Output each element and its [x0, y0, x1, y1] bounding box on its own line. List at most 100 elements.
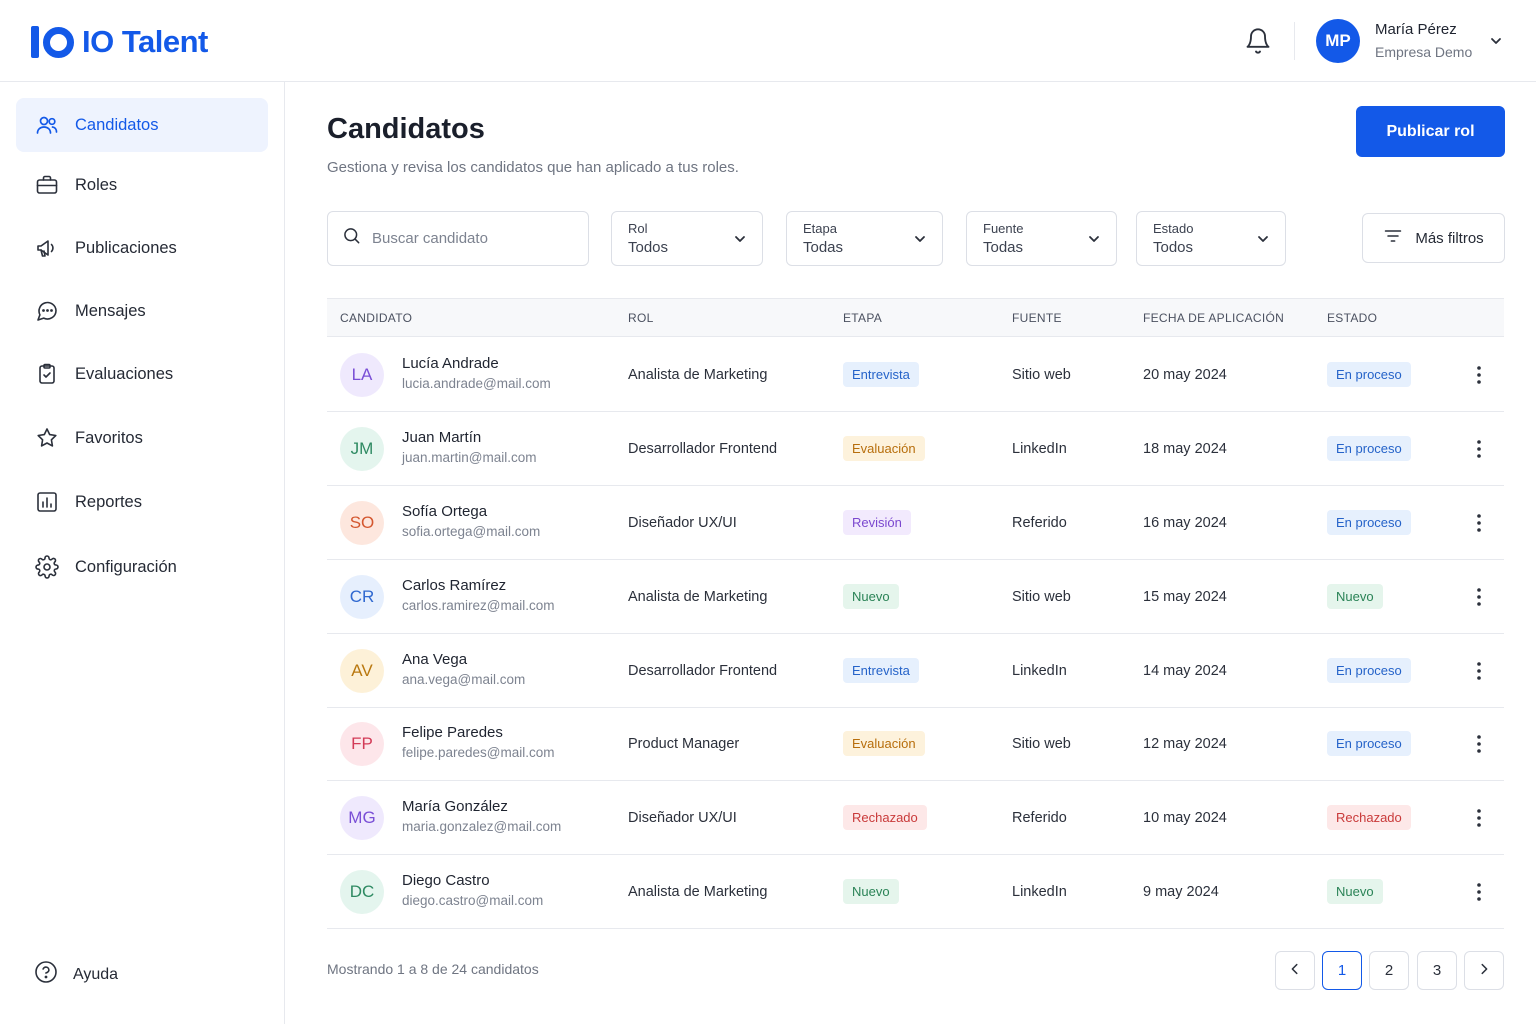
sidebar-item-favoritos[interactable]: Favoritos — [16, 411, 268, 465]
pagination-page-3[interactable]: 3 — [1417, 951, 1457, 990]
status-badge: Nuevo — [1327, 584, 1383, 609]
user-name[interactable]: María Pérez — [1375, 21, 1457, 38]
application-date: 10 may 2024 — [1143, 809, 1227, 826]
candidate-name[interactable]: María González — [402, 798, 508, 815]
briefcase-icon — [34, 172, 60, 198]
table-row[interactable]: AV Ana Vega ana.vega@mail.com Desarrolla… — [327, 634, 1504, 708]
sidebar-item-label: Roles — [75, 175, 118, 194]
more-vertical-icon[interactable] — [1469, 362, 1489, 388]
pagination-prev-button[interactable] — [1275, 951, 1315, 990]
filter-label: Fuente — [983, 221, 1024, 236]
candidate-email: felipe.paredes@mail.com — [402, 745, 555, 760]
filter-label: Estado — [1153, 221, 1194, 236]
candidate-source: Sitio web — [1012, 366, 1071, 383]
sidebar-item-evaluaciones[interactable]: Evaluaciones — [16, 347, 268, 401]
filter-rol[interactable]: Rol Todos — [611, 211, 763, 266]
candidate-name[interactable]: Juan Martín — [402, 429, 482, 446]
column-header-fecha[interactable]: FECHA DE APLICACIÓN — [1143, 311, 1285, 325]
table-row[interactable]: LA Lucía Andrade lucia.andrade@mail.com … — [327, 338, 1504, 412]
sidebar-item-reportes[interactable]: Reportes — [16, 475, 268, 529]
more-vertical-icon[interactable] — [1469, 731, 1489, 757]
more-vertical-icon[interactable] — [1469, 510, 1489, 536]
column-header-etapa[interactable]: ETAPA — [843, 311, 883, 325]
candidate-role: Analista de Marketing — [628, 366, 768, 383]
stage-badge: Revisión — [843, 510, 911, 535]
table-row[interactable]: MG María González maria.gonzalez@mail.co… — [327, 781, 1504, 855]
sidebar-item-candidatos[interactable]: Candidatos — [16, 98, 268, 152]
logo[interactable]: IO Talent — [31, 24, 208, 60]
application-date: 18 may 2024 — [1143, 440, 1227, 457]
clipboard-check-icon — [34, 361, 60, 387]
table-row[interactable]: CR Carlos Ramírez carlos.ramirez@mail.co… — [327, 560, 1504, 634]
table-row[interactable]: JM Juan Martín juan.martin@mail.com Desa… — [327, 412, 1504, 486]
user-avatar[interactable]: MP — [1316, 19, 1360, 63]
column-header-candidato[interactable]: CANDIDATO — [340, 311, 413, 325]
filter-label: Etapa — [803, 221, 837, 236]
more-vertical-icon[interactable] — [1469, 584, 1489, 610]
candidate-name[interactable]: Carlos Ramírez — [402, 577, 507, 594]
column-header-fuente[interactable]: FUENTE — [1012, 311, 1062, 325]
stage-badge: Evaluación — [843, 436, 925, 461]
search-icon — [342, 226, 362, 251]
candidate-name[interactable]: Ana Vega — [402, 651, 468, 668]
status-badge: En proceso — [1327, 362, 1411, 387]
chevron-down-icon — [912, 231, 928, 247]
status-badge: En proceso — [1327, 731, 1411, 756]
help-link[interactable]: Ayuda — [34, 960, 118, 989]
bar-chart-icon — [34, 489, 60, 515]
search-box[interactable] — [327, 211, 589, 266]
header-divider — [1294, 22, 1295, 60]
candidate-name[interactable]: Diego Castro — [402, 872, 490, 889]
table-row[interactable]: SO Sofía Ortega sofia.ortega@mail.com Di… — [327, 486, 1504, 560]
chevron-down-icon[interactable] — [1488, 33, 1504, 49]
application-date: 12 may 2024 — [1143, 735, 1227, 752]
more-vertical-icon[interactable] — [1469, 436, 1489, 462]
column-header-rol[interactable]: ROL — [628, 311, 654, 325]
more-vertical-icon[interactable] — [1469, 879, 1489, 905]
sidebar-item-mensajes[interactable]: Mensajes — [16, 284, 268, 338]
more-vertical-icon[interactable] — [1469, 805, 1489, 831]
sidebar-item-label: Reportes — [75, 492, 142, 511]
top-bar: IO Talent MP María Pérez Empresa Demo — [0, 0, 1536, 82]
candidate-email: lucia.andrade@mail.com — [402, 376, 551, 391]
pagination-page-2[interactable]: 2 — [1369, 951, 1409, 990]
filter-label: Rol — [628, 221, 648, 236]
more-vertical-icon[interactable] — [1469, 658, 1489, 684]
sidebar-item-configuracion[interactable]: Configuración — [16, 540, 268, 594]
pagination-next-button[interactable] — [1464, 951, 1504, 990]
filter-etapa[interactable]: Etapa Todas — [786, 211, 943, 266]
candidate-source: LinkedIn — [1012, 440, 1067, 457]
candidate-name[interactable]: Felipe Paredes — [402, 724, 503, 741]
column-header-estado[interactable]: ESTADO — [1327, 311, 1378, 325]
pagination-page-1[interactable]: 1 — [1322, 951, 1362, 990]
candidate-name[interactable]: Lucía Andrade — [402, 355, 499, 372]
stage-badge: Rechazado — [843, 805, 927, 830]
publish-role-button[interactable]: Publicar rol — [1356, 106, 1505, 157]
sidebar-item-label: Favoritos — [75, 428, 143, 447]
candidate-role: Desarrollador Frontend — [628, 440, 778, 457]
sidebar-item-roles[interactable]: Roles — [16, 158, 268, 212]
candidate-email: diego.castro@mail.com — [402, 893, 544, 908]
table-row[interactable]: FP Felipe Paredes felipe.paredes@mail.co… — [327, 707, 1504, 781]
sidebar-item-label: Evaluaciones — [75, 364, 174, 383]
status-badge: En proceso — [1327, 436, 1411, 461]
filter-fuente[interactable]: Fuente Todas — [966, 211, 1117, 266]
candidate-source: LinkedIn — [1012, 662, 1067, 679]
candidate-avatar: DC — [340, 870, 384, 914]
candidate-email: carlos.ramirez@mail.com — [402, 598, 555, 613]
more-filters-button[interactable]: Más filtros — [1362, 213, 1505, 263]
megaphone-icon — [34, 235, 60, 261]
filter-value: Todas — [803, 239, 844, 256]
filter-value: Todas — [983, 239, 1024, 256]
search-input[interactable] — [372, 230, 572, 247]
table-row[interactable]: DC Diego Castro diego.castro@mail.com An… — [327, 855, 1504, 929]
candidate-role: Product Manager — [628, 735, 740, 752]
sidebar-item-publicaciones[interactable]: Publicaciones — [16, 221, 268, 275]
notifications-bell-icon[interactable] — [1244, 27, 1272, 55]
candidate-email: juan.martin@mail.com — [402, 450, 537, 465]
help-circle-icon — [34, 960, 58, 989]
filter-estado[interactable]: Estado Todos — [1136, 211, 1286, 266]
star-icon — [34, 425, 60, 451]
status-badge: Rechazado — [1327, 805, 1411, 830]
candidate-name[interactable]: Sofía Ortega — [402, 503, 488, 520]
